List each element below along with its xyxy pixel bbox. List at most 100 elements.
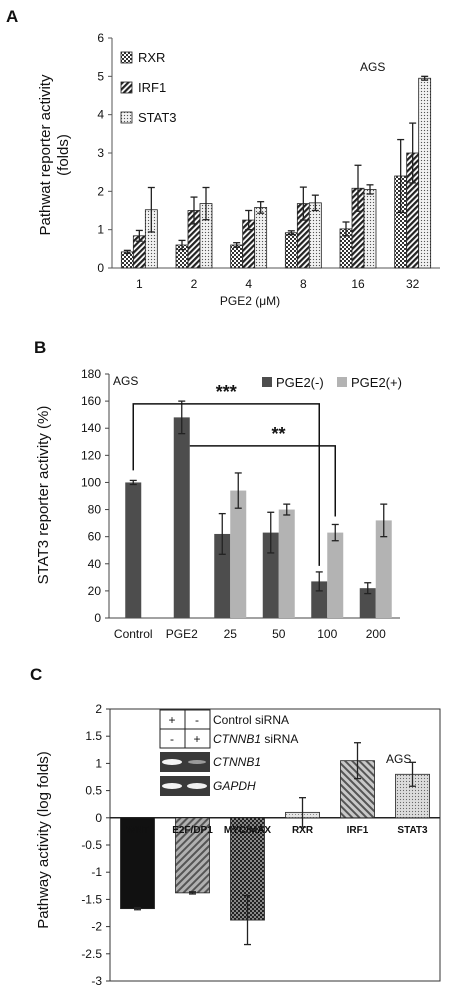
chart-a-bar-rxr	[284, 232, 298, 269]
chart-a-errorbar	[366, 184, 374, 195]
chart-c-ytick: 2	[95, 702, 102, 716]
chart-b-legend: PGE2(-) PGE2(+)	[262, 375, 402, 390]
chart-c-ytick: -1	[91, 865, 102, 879]
chart-b-ytick: 20	[88, 584, 102, 598]
chart-a-errorbar	[409, 122, 417, 184]
chart-a-ylabel-line2: (folds)	[55, 134, 72, 176]
chart-a-errorbar	[190, 196, 198, 225]
inset-row2-sign-2: +	[193, 732, 200, 746]
chart-a-xtick: 4	[245, 277, 252, 291]
chart-a-errorbar	[299, 186, 307, 221]
chart-a-errorbar	[147, 186, 155, 233]
chart-a-errorbar	[354, 164, 362, 212]
chart-a-xlabel: PGE2 (μM)	[220, 294, 280, 308]
chart-c-xtick: IRF1	[347, 825, 369, 836]
gel-band-ctnnb1	[160, 752, 210, 772]
chart-b-bar-pge2-minus	[359, 588, 376, 618]
chart-b-bar-pge2-plus	[375, 520, 392, 618]
chart-a-bar-stat3	[363, 189, 377, 269]
chart-b-ytick: 140	[81, 421, 101, 435]
chart-c-ytick: 0.5	[85, 784, 102, 798]
chart-c-xtick: WNT	[126, 825, 149, 836]
chart-b-xtick: PGE2	[166, 627, 198, 641]
significance-bracket-1: ***	[132, 382, 320, 566]
chart-a-legend: RXR IRF1 STAT3	[120, 50, 177, 125]
chart-b-bar-pge2-plus	[278, 509, 295, 618]
chart-c-ytick: 0	[95, 811, 102, 825]
chart-a-errorbar	[257, 201, 265, 214]
chart-b-xtick: 25	[224, 627, 238, 641]
chart-b-ytick: 120	[81, 448, 101, 462]
chart-c-xtick: STAT3	[397, 825, 428, 836]
chart-c-ylabel: Pathway activity (log folds)	[35, 751, 52, 929]
legend-label-pge2-plus: PGE2(+)	[351, 375, 402, 390]
chart-b-errorbar	[178, 400, 186, 435]
legend-label-stat3: STAT3	[138, 110, 177, 125]
chart-b-annotation: AGS	[113, 374, 138, 388]
inset-row2-label: CTNNB1 siRNA	[213, 732, 298, 746]
chart-b-xtick: 200	[366, 627, 386, 641]
chart-a-bar-rxr	[230, 244, 244, 269]
chart-b-ytick: 180	[81, 367, 101, 381]
chart-c-ytick: -3	[91, 974, 102, 988]
chart-b-errorbar	[218, 512, 226, 555]
gel-label-ctnnb1: CTNNB1	[213, 755, 261, 769]
chart-c-ytick: 1.5	[85, 729, 102, 743]
chart-b-errorbar	[267, 511, 275, 554]
chart-b-bar-pge2-minus	[311, 581, 328, 618]
significance-label-2: **	[271, 424, 285, 444]
panel-b-label: B	[34, 338, 46, 357]
knockdown-inset: + - - + Control siRNA CTNNB1 siRNA CTNNB…	[159, 709, 298, 796]
chart-b-ytick: 60	[88, 530, 102, 544]
chart-b-ytick: 80	[88, 503, 102, 517]
panel-a-label: A	[6, 7, 18, 26]
chart-c-errorbar	[134, 906, 141, 911]
chart-a-errorbar	[397, 138, 405, 214]
chart-c-xtick: MYC/MAX	[224, 825, 272, 836]
chart-b: STAT3 reporter activity (%) AGS PGE2(-) …	[35, 367, 402, 641]
chart-c: Pathway activity (log folds) AGS + - - +…	[35, 702, 441, 988]
chart-b-bar-pge2-minus	[125, 482, 142, 618]
chart-b-errorbar	[380, 503, 388, 538]
chart-a-bar-stat3	[418, 77, 432, 269]
chart-b-bar-pge2-plus	[327, 532, 344, 618]
chart-b-ytick: 160	[81, 394, 101, 408]
chart-c-frame	[109, 708, 441, 982]
chart-b-ylabel: STAT3 reporter activity (%)	[35, 406, 52, 585]
inset-row2-gene: CTNNB1	[213, 732, 261, 746]
chart-c-xtick: RXR	[292, 825, 314, 836]
chart-c-errorbar	[189, 891, 196, 895]
chart-a: Pathwat reporter activity (folds) PGE2 (…	[37, 31, 440, 308]
chart-a-errorbar	[178, 239, 186, 251]
chart-b-ytick: 0	[94, 611, 101, 625]
chart-b-xtick: 100	[317, 627, 337, 641]
chart-a-ytick: 2	[97, 184, 104, 198]
chart-a-bar-stat3	[308, 202, 322, 269]
chart-b-errorbar	[331, 523, 339, 542]
inset-row1-sign-1: +	[168, 713, 175, 727]
chart-c-ytick: 1	[95, 756, 102, 770]
chart-a-bar-rxr	[120, 251, 134, 269]
chart-c-errorbar	[409, 761, 416, 787]
chart-a-xtick: 1	[136, 277, 143, 291]
chart-a-annotation: AGS	[360, 60, 385, 74]
chart-c-ytick: -2.5	[81, 947, 102, 961]
chart-a-ytick: 3	[97, 146, 104, 160]
chart-b-ytick: 100	[81, 475, 101, 489]
chart-a-errorbar	[421, 75, 429, 81]
chart-b-ytick: 40	[88, 557, 102, 571]
chart-a-xtick: 2	[191, 277, 198, 291]
chart-a-xtick: 16	[351, 277, 365, 291]
chart-b-xtick: 50	[272, 627, 286, 641]
legend-swatch-irf1	[120, 81, 133, 94]
chart-a-ytick: 1	[97, 223, 104, 237]
chart-a-errorbar	[311, 194, 319, 212]
chart-a-errorbar	[233, 242, 241, 248]
chart-a-ytick: 5	[97, 69, 104, 83]
chart-c-bar-wnt	[120, 817, 155, 910]
legend-label-irf1: IRF1	[138, 80, 166, 95]
significance-label-1: ***	[216, 382, 237, 402]
chart-a-errorbar	[342, 221, 350, 237]
chart-a-errorbar	[123, 249, 131, 255]
